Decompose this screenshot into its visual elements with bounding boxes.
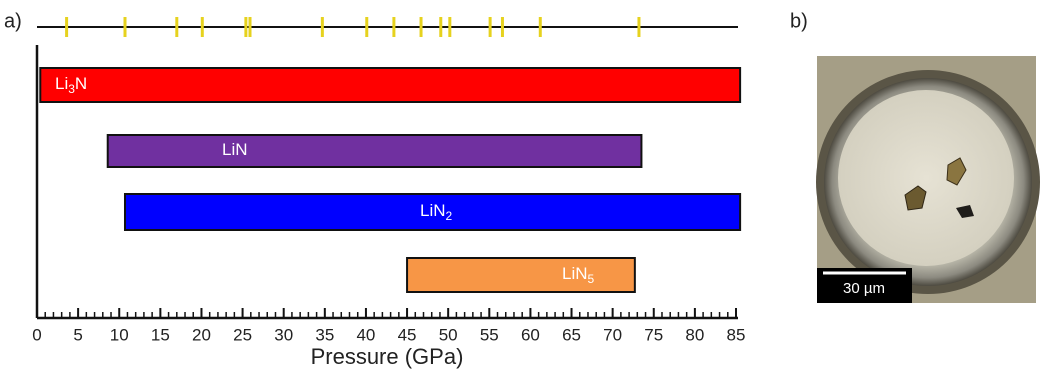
x-tick-label: 0 [32, 325, 41, 344]
x-tick-label: 20 [192, 325, 211, 344]
range-bar [123, 193, 742, 231]
x-tick-label: 25 [233, 325, 252, 344]
bar-label: LiN5 [562, 264, 595, 286]
bar-label-part: N [75, 74, 87, 93]
panel-label: a) [4, 10, 22, 32]
x-tick-label: 15 [151, 325, 170, 344]
crystal [904, 185, 927, 211]
crystal [956, 205, 974, 218]
x-tick-label: 80 [685, 325, 704, 344]
culet [838, 90, 1014, 266]
x-tick-label: 40 [356, 325, 375, 344]
micrograph: 30 µm [816, 56, 1040, 303]
bar-label-part: 3 [68, 82, 75, 96]
x-tick-label: 60 [521, 325, 540, 344]
range-bar [39, 67, 742, 103]
bar-label-part: LiN [222, 140, 248, 159]
x-tick-label: 65 [562, 325, 581, 344]
bar-label-part: LiN [562, 264, 588, 283]
x-tick-label: 45 [398, 325, 417, 344]
x-tick-label: 35 [315, 325, 334, 344]
x-tick-label: 70 [603, 325, 622, 344]
scale-bar-label: 30 µm [843, 280, 885, 297]
bar-label-part: 5 [588, 272, 595, 286]
x-tick-label: 75 [644, 325, 663, 344]
crystal [946, 157, 967, 186]
bar-label-part: Li [55, 74, 68, 93]
range-bar [106, 134, 643, 168]
x-tick-label: 85 [727, 325, 746, 344]
panel-label: b) [790, 10, 808, 32]
x-tick-label: 55 [480, 325, 499, 344]
bar-label-part: 2 [446, 209, 453, 223]
x-tick-label: 50 [439, 325, 458, 344]
x-tick-label: 5 [73, 325, 82, 344]
x-axis-title: Pressure (GPa) [311, 344, 464, 369]
x-tick-label: 30 [274, 325, 293, 344]
x-tick-label: 10 [110, 325, 129, 344]
bar-label-part: LiN [420, 201, 446, 220]
bar-label: Li3N [55, 74, 87, 96]
bar-label: LiN [222, 140, 248, 159]
bar-label: LiN2 [420, 201, 453, 223]
range-bar [406, 257, 636, 293]
